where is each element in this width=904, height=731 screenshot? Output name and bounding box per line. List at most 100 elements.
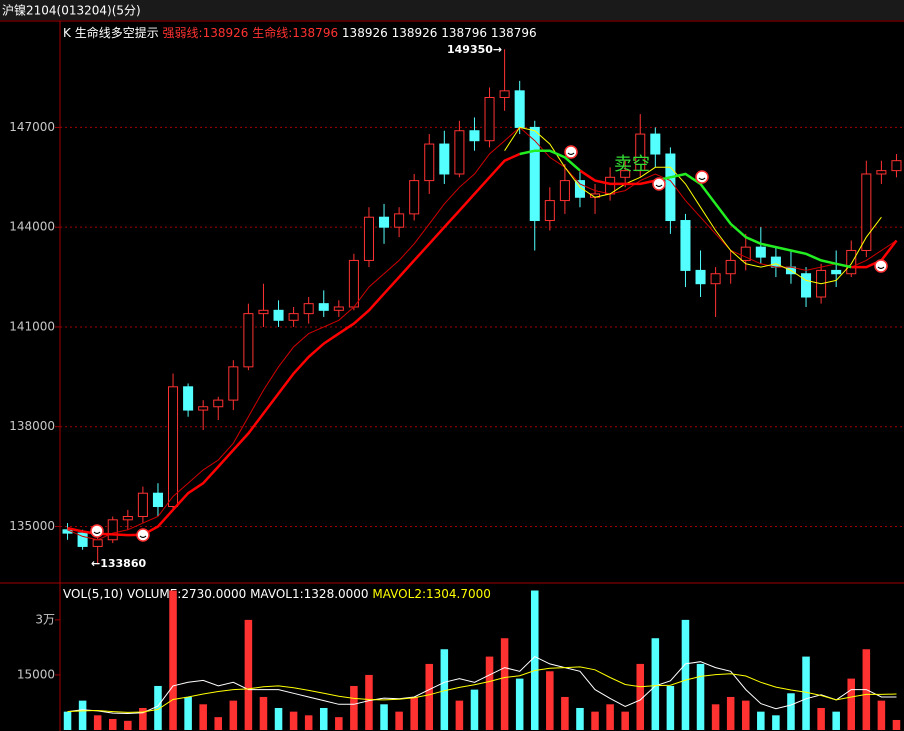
indicator-line (67, 655, 897, 715)
candle-body (303, 303, 314, 315)
title-bar (0, 0, 904, 20)
indicator-title: VOL(5,10) (63, 587, 123, 601)
volume-bar (425, 663, 434, 730)
candle-body (695, 269, 706, 285)
candle-body (77, 532, 88, 547)
candle-body (891, 160, 902, 172)
indicator-value: 138926 (392, 26, 438, 40)
signal-icon (564, 145, 578, 159)
candle-body (273, 309, 284, 321)
y-tick-label: 147000 (9, 120, 55, 134)
volume-bar (817, 707, 825, 730)
volume-bar (184, 696, 192, 730)
volume-bar (274, 707, 283, 730)
candle-body (725, 259, 736, 275)
candle-body (635, 133, 646, 172)
indicator-header: VOL(5,10) VOLUME:2730.0000 MAVOL1:1328.0… (63, 587, 491, 601)
volume-bar (892, 719, 901, 730)
candle-body (137, 492, 148, 517)
annotation: 卖空 (614, 154, 650, 175)
signal-icon (874, 259, 888, 273)
indicator-line (655, 172, 852, 269)
candle-body (831, 269, 842, 275)
volume-bar (606, 704, 614, 730)
indicator-line (519, 149, 581, 172)
volume-bar (259, 696, 268, 730)
candle-body (243, 313, 254, 368)
signal-icon (652, 177, 666, 191)
candle-body (394, 213, 405, 228)
volume-bar (229, 700, 238, 730)
volume-bar (78, 700, 87, 730)
volume-bar (380, 704, 388, 730)
indicator-line (67, 126, 897, 541)
volume-bar (63, 711, 72, 730)
volume-bar (440, 649, 449, 730)
y-tick-label: 138000 (9, 419, 55, 433)
indicator-title: K (63, 26, 72, 40)
candle-body (846, 249, 857, 275)
volume-bar (877, 700, 886, 730)
volume-bar (772, 715, 780, 730)
candle-body (333, 306, 344, 311)
candle-body (363, 216, 374, 261)
volume-bar (530, 590, 539, 730)
volume-bar (154, 685, 162, 730)
volume-bar (636, 663, 645, 730)
candle-body (620, 170, 631, 178)
volume-bar (757, 711, 765, 730)
candle-body (213, 399, 224, 408)
indicator-line (579, 169, 656, 186)
volume-bar (847, 678, 856, 730)
volume-bar (576, 707, 584, 730)
volume-bar (802, 656, 810, 730)
candle-body (152, 492, 163, 508)
volume-bar (365, 674, 373, 730)
indicator-line (504, 126, 882, 285)
indicator-value: 138796 (441, 26, 487, 40)
indicator-value: 138796 (491, 26, 537, 40)
volume-bar (651, 638, 660, 730)
volume-bar (124, 720, 132, 730)
volume-bar (485, 656, 494, 730)
volume-bar (289, 711, 298, 730)
volume-bar (214, 717, 223, 730)
plots: K 生命线多空提示 强弱线:138926 生命线:138796 138926 1… (9, 25, 904, 730)
indicator-subtitle: 生命线多空提示 (75, 25, 159, 40)
volume-bar (108, 718, 117, 730)
candle-body (876, 170, 887, 175)
candle-body (424, 143, 435, 182)
candle-body (755, 246, 766, 258)
volume-bar (199, 704, 207, 730)
y-tick-label: 15000 (17, 667, 55, 681)
candle-body (469, 130, 480, 142)
volume-bar (93, 715, 102, 730)
volume-bar (455, 700, 464, 730)
candle-body (198, 406, 209, 411)
indicator-value: 138926 (342, 26, 388, 40)
indicator-value: VOLUME:2730.0000 (127, 587, 246, 601)
candle-body (183, 386, 194, 411)
volume-bar (681, 619, 690, 730)
annotation: 149350→ (447, 43, 502, 56)
signal-icon (90, 524, 104, 538)
indicator-line (67, 666, 897, 713)
volume-bar (304, 715, 313, 730)
volume-bar (244, 619, 253, 730)
candle-body (650, 133, 661, 155)
candle-body (484, 96, 495, 142)
volume-bar (621, 711, 629, 730)
candle-body (92, 539, 103, 547)
volume-bar (787, 693, 795, 730)
volume-bar (546, 671, 554, 730)
candle-body (801, 273, 812, 298)
volume-bar (696, 663, 705, 730)
volume-bar (169, 590, 177, 730)
volume-bar (591, 711, 599, 730)
y-tick-label: 3万 (35, 612, 55, 626)
candle-body (439, 143, 450, 175)
volume-bar (350, 685, 358, 730)
